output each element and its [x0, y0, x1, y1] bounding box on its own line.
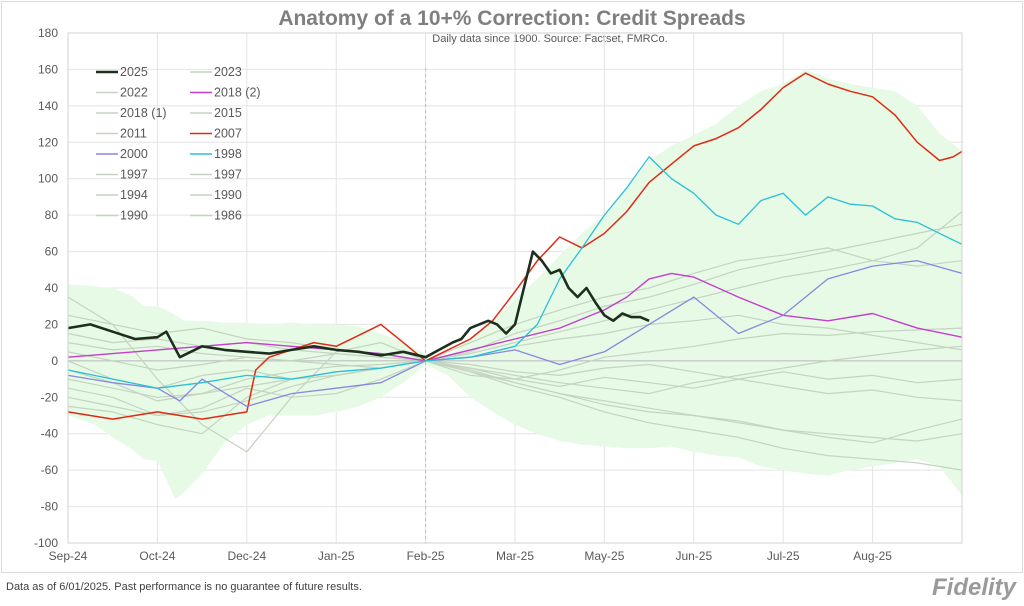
y-tick-label: 20: [45, 317, 59, 331]
series-line-1994: [67, 211, 963, 398]
legend-label: 2022: [120, 86, 148, 100]
y-tick-label: 120: [38, 135, 58, 149]
x-tick-label: Sep-24: [49, 549, 88, 563]
y-tick-label: 160: [38, 62, 58, 76]
legend-label: 1990: [120, 209, 148, 223]
legend-label: 1998: [214, 147, 242, 161]
series-line-1990: [67, 345, 963, 395]
y-tick-label: 80: [45, 208, 59, 222]
x-tick-label: Jan-25: [318, 549, 355, 563]
legend-label: 1997: [120, 168, 148, 182]
series-line-2007: [67, 72, 963, 420]
series-line-1998: [67, 156, 963, 389]
series-line-1986: [67, 360, 963, 435]
legend-label: 2018 (2): [214, 86, 261, 100]
y-tick-label: -20: [41, 390, 59, 404]
legend-label: 2015: [214, 106, 242, 120]
brand-logo: Fidelity: [931, 574, 1016, 601]
y-tick-label: 140: [38, 99, 58, 113]
y-tick-label: 180: [38, 26, 58, 40]
x-tick-label: Aug-25: [853, 549, 892, 563]
series-line-2025: [67, 250, 650, 359]
y-tick-label: 0: [51, 354, 58, 368]
legend-label: 2025: [120, 65, 148, 79]
y-tick-label: -60: [41, 463, 59, 477]
series-line-2011: [67, 223, 963, 389]
y-tick-label: 60: [45, 245, 59, 259]
x-tick-label: Dec-24: [227, 549, 266, 563]
x-tick-label: May-25: [584, 549, 624, 563]
series-line-1990: [67, 360, 963, 442]
legend-label: 2023: [214, 65, 242, 79]
legend-label: 1997: [214, 168, 242, 182]
footer-disclaimer: Data as of 6/01/2025. Past performance i…: [6, 581, 362, 593]
legend-label: 1990: [214, 188, 242, 202]
legend-label: 2018 (1): [120, 106, 167, 120]
y-tick-label: 100: [38, 172, 58, 186]
y-tick-label: -40: [41, 427, 59, 441]
y-tick-label: -80: [41, 500, 59, 514]
chart-canvas: -100 -80 -60 -40 -20 0 20 40 60 80 100 120 140 160 180…: [34, 26, 963, 563]
series-line-2000: [67, 260, 963, 408]
range-band: [68, 69, 962, 500]
series-line-1997: [67, 296, 963, 453]
x-tick-label: Feb-25: [407, 549, 445, 563]
plot-border: [67, 32, 963, 544]
x-tick-label: Oct-24: [139, 549, 175, 563]
legend-label: 1994: [120, 188, 148, 202]
x-tick-label: Jun-25: [675, 549, 712, 563]
series-line-2018-2-: [67, 272, 963, 362]
x-tick-label: Jul-25: [767, 549, 800, 563]
y-tick-label: -100: [34, 536, 58, 550]
legend-label: 2000: [120, 147, 148, 161]
chart-subtitle: Daily data since 1900. Source: Factset, …: [432, 33, 668, 45]
legend-label: 2011: [120, 127, 147, 141]
legend-label: 2007: [214, 127, 242, 141]
chart-title: Anatomy of a 10+% Correction: Credit Spr…: [278, 7, 746, 30]
legend-label: 1986: [214, 209, 242, 223]
y-tick-label: 40: [45, 281, 59, 295]
x-tick-label: Mar-25: [496, 549, 534, 563]
